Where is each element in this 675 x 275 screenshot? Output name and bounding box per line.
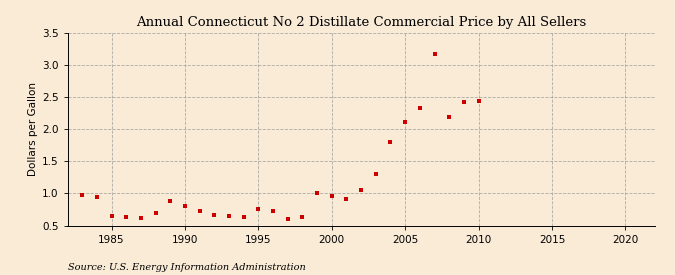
Point [371, 172, 381, 176]
Point [297, 215, 308, 219]
Point [77, 193, 88, 197]
Point [267, 208, 278, 213]
Point [341, 197, 352, 201]
Point [106, 214, 117, 218]
Point [326, 194, 337, 198]
Text: Source: U.S. Energy Information Administration: Source: U.S. Energy Information Administ… [68, 263, 305, 271]
Point [180, 204, 190, 208]
Point [194, 208, 205, 213]
Point [356, 187, 367, 192]
Point [385, 140, 396, 144]
Point [238, 214, 249, 219]
Point [121, 215, 132, 219]
Point [443, 115, 454, 119]
Title: Annual Connecticut No 2 Distillate Commercial Price by All Sellers: Annual Connecticut No 2 Distillate Comme… [136, 16, 587, 29]
Point [312, 191, 323, 195]
Point [91, 194, 102, 199]
Point [136, 216, 146, 221]
Point [429, 51, 440, 56]
Point [414, 106, 425, 110]
Point [253, 207, 264, 212]
Point [400, 120, 410, 124]
Point [223, 214, 234, 218]
Point [458, 100, 469, 104]
Point [282, 217, 293, 221]
Y-axis label: Dollars per Gallon: Dollars per Gallon [28, 82, 38, 176]
Point [150, 210, 161, 215]
Point [209, 212, 219, 217]
Point [473, 99, 484, 103]
Point [165, 199, 176, 203]
